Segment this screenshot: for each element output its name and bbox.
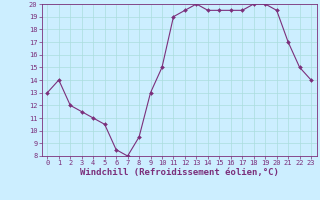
X-axis label: Windchill (Refroidissement éolien,°C): Windchill (Refroidissement éolien,°C) [80, 168, 279, 177]
